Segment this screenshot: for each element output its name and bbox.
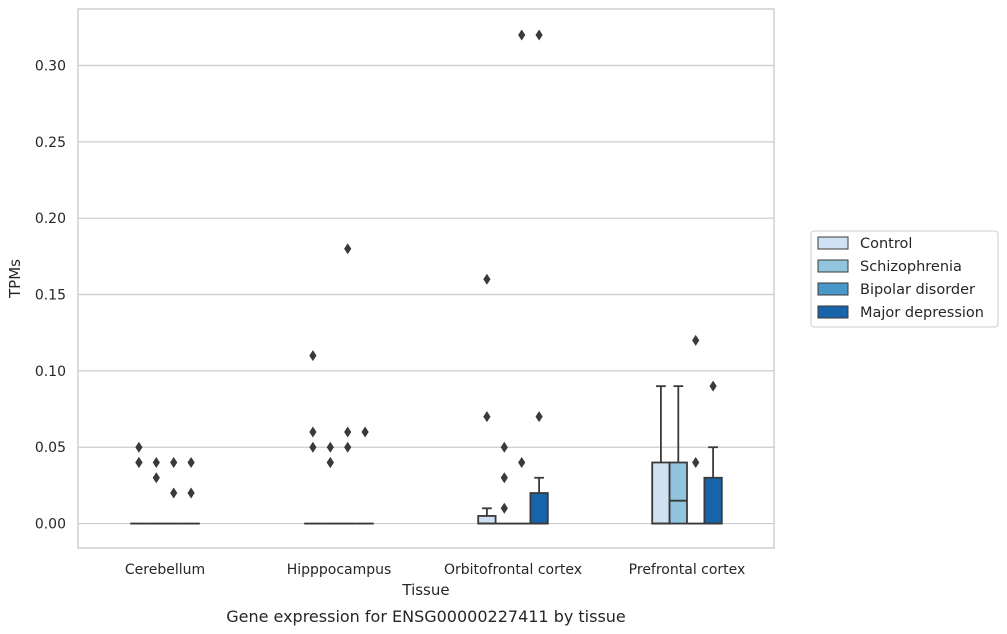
- outlier-point: [309, 426, 317, 438]
- outlier-point: [709, 380, 717, 392]
- box-hipppocampus-bipolar-disorder: [339, 243, 357, 525]
- outlier-point: [309, 350, 317, 362]
- x-tick-label: Orbitofrontal cortex: [444, 562, 582, 578]
- y-tick-label: 0.05: [35, 440, 66, 456]
- outlier-point: [152, 456, 160, 468]
- outlier-point: [187, 456, 195, 468]
- outlier-point: [483, 411, 491, 423]
- legend-label: Schizophrenia: [860, 259, 962, 275]
- box-rect: [529, 492, 549, 525]
- outlier-point: [187, 487, 195, 499]
- legend-label: Control: [860, 236, 912, 252]
- y-tick-label: 0.25: [35, 135, 66, 151]
- outlier-point: [518, 456, 526, 468]
- outlier-point: [483, 273, 491, 285]
- outlier-point: [326, 456, 334, 468]
- legend-swatch: [817, 236, 849, 250]
- outlier-point: [135, 441, 143, 453]
- chart-caption: Gene expression for ENSG00000227411 by t…: [226, 607, 626, 626]
- x-axis-ticks: Cerebellum Hipppocampus Orbitofrontal cort…: [125, 562, 745, 578]
- legend-swatch: [817, 282, 849, 296]
- x-tick-label: Prefrontal cortex: [629, 562, 746, 578]
- outlier-point: [135, 456, 143, 468]
- y-tick-label: 0.10: [35, 364, 66, 380]
- box-hipppocampus-major-depression: [356, 426, 374, 525]
- box-prefrontal-cortex-control: [651, 385, 671, 525]
- outlier-point: [500, 502, 508, 514]
- box-rect: [668, 461, 688, 525]
- legend-label: Major depression: [860, 305, 984, 321]
- y-tick-label: 0.30: [35, 58, 66, 74]
- y-tick-label: 0.20: [35, 211, 66, 227]
- outlier-point: [361, 426, 369, 438]
- outlier-point: [344, 441, 352, 453]
- outlier-point: [518, 29, 526, 41]
- box-orbitofrontal-cortex-control: [477, 273, 497, 525]
- x-tick-label: Hipppocampus: [287, 562, 392, 578]
- y-tick-label: 0.00: [35, 517, 66, 533]
- outlier-point: [170, 487, 178, 499]
- legend-frame: [810, 230, 999, 328]
- box-orbitofrontal-cortex-schizophrenia: [495, 441, 513, 525]
- y-axis-label: TPMs: [6, 259, 24, 299]
- box-prefrontal-cortex-bipolar-disorder: [687, 334, 705, 525]
- box-cerebellum-control: [130, 441, 148, 525]
- outlier-point: [692, 334, 700, 346]
- legend-swatch: [817, 259, 849, 273]
- x-tick-label: Cerebellum: [125, 562, 205, 578]
- box-cerebellum-schizophrenia: [147, 456, 165, 525]
- gridlines: [78, 64, 774, 525]
- outlier-point: [344, 243, 352, 255]
- outlier-point: [309, 441, 317, 453]
- outlier-point: [692, 456, 700, 468]
- box-cerebellum-bipolar-disorder: [165, 456, 183, 525]
- outlier-point: [535, 29, 543, 41]
- box-orbitofrontal-cortex-bipolar-disorder: [513, 29, 531, 525]
- plot-frame: [77, 8, 775, 549]
- outlier-point: [326, 441, 334, 453]
- box-cerebellum-major-depression: [182, 456, 200, 525]
- y-axis-ticks: 0.00 0.05 0.10 0.15 0.20 0.25 0.30: [35, 58, 66, 532]
- y-tick-label: 0.15: [35, 288, 66, 304]
- boxes: [130, 29, 723, 525]
- x-axis-label: Tissue: [401, 581, 449, 599]
- box-orbitofrontal-cortex-major-depression: [529, 29, 549, 525]
- box-prefrontal-cortex-major-depression: [703, 380, 723, 525]
- box-prefrontal-cortex-schizophrenia: [668, 385, 688, 525]
- box-rect: [477, 515, 497, 525]
- outlier-point: [500, 472, 508, 484]
- box-hipppocampus-control: [304, 350, 322, 525]
- legend-swatch: [817, 305, 849, 319]
- legend-label: Bipolar disorder: [860, 282, 975, 298]
- outlier-point: [152, 472, 160, 484]
- outlier-point: [344, 426, 352, 438]
- legend: Control Schizophrenia Bipolar disorder Majo…: [810, 230, 999, 328]
- outlier-point: [535, 411, 543, 423]
- outlier-point: [500, 441, 508, 453]
- box-rect: [703, 476, 723, 525]
- outlier-point: [170, 456, 178, 468]
- box-rect: [651, 461, 671, 525]
- box-hipppocampus-schizophrenia: [321, 441, 339, 525]
